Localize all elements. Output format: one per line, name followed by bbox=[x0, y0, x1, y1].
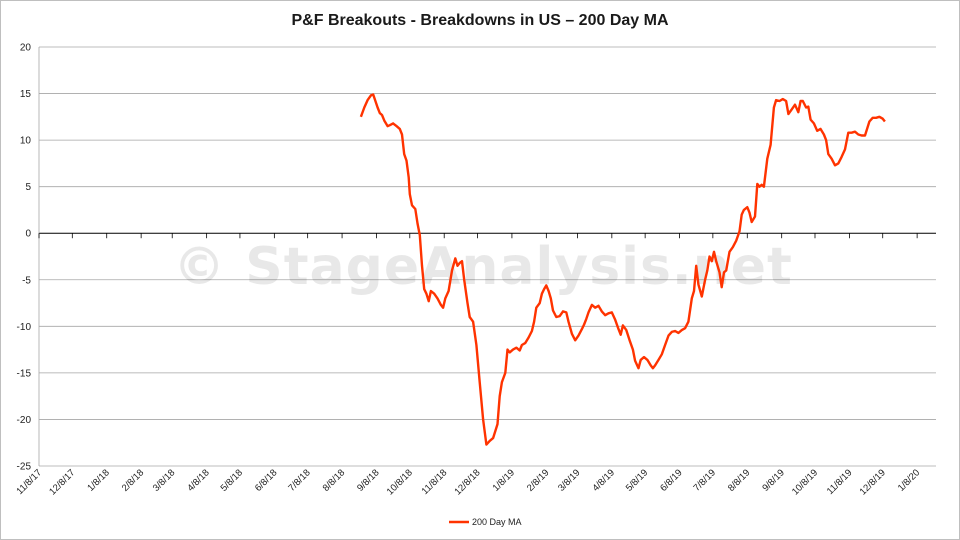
x-tick-label: 7/8/18 bbox=[286, 467, 312, 493]
y-tick-label: -15 bbox=[17, 368, 32, 379]
x-tick-label: 12/8/17 bbox=[47, 467, 77, 497]
legend: 200 Day MA bbox=[449, 517, 522, 527]
legend-label-200-day-ma: 200 Day MA bbox=[472, 517, 522, 527]
x-tick-label: 8/8/18 bbox=[321, 467, 347, 493]
x-tick-label: 3/8/19 bbox=[556, 467, 582, 493]
x-tick-label: 11/8/19 bbox=[825, 467, 855, 497]
x-tick-label: 5/8/19 bbox=[624, 467, 650, 493]
series-line-0 bbox=[359, 93, 886, 446]
x-tick-label: 7/8/19 bbox=[692, 467, 718, 493]
x-tick-label: 6/8/18 bbox=[253, 467, 279, 493]
x-tick-label: 9/8/18 bbox=[355, 467, 381, 493]
y-tick-label: 20 bbox=[20, 43, 32, 54]
x-tick-label: 1/8/19 bbox=[491, 467, 517, 493]
y-axis-tick-labels: 20 15 10 5 0 -5 -10 -15 -20 -25 bbox=[17, 43, 32, 473]
watermark: © StageAnalysis.net bbox=[173, 237, 793, 297]
x-tick-label: 4/8/18 bbox=[185, 467, 211, 493]
x-tick-label: 3/8/18 bbox=[151, 467, 177, 493]
x-tick-label: 10/8/18 bbox=[385, 467, 415, 497]
x-tick-label: 2/8/19 bbox=[525, 467, 551, 493]
x-tick-label: 5/8/18 bbox=[219, 467, 245, 493]
x-tick-label: 12/8/18 bbox=[452, 467, 482, 497]
x-tick-label: 11/8/18 bbox=[420, 467, 450, 497]
series-lines bbox=[359, 93, 886, 446]
y-tick-label: 10 bbox=[20, 136, 32, 147]
x-tick-label: 12/8/19 bbox=[858, 467, 888, 497]
y-tick-label: 15 bbox=[20, 89, 32, 100]
x-tick-label: 8/8/19 bbox=[726, 467, 752, 493]
gridlines bbox=[39, 46, 936, 467]
y-tick-label: 5 bbox=[25, 182, 31, 193]
x-tick-label: 6/8/19 bbox=[658, 467, 684, 493]
y-tick-label: -25 bbox=[17, 462, 32, 473]
x-tick-label: 10/8/19 bbox=[790, 467, 820, 497]
y-tick-label: -10 bbox=[17, 322, 32, 333]
chart-title: P&F Breakouts - Breakdowns in US – 200 D… bbox=[292, 12, 669, 29]
x-tick-label: 4/8/19 bbox=[590, 467, 616, 493]
x-tick-label: 9/8/19 bbox=[760, 467, 786, 493]
x-tick-label: 2/8/18 bbox=[120, 467, 146, 493]
y-tick-label: -5 bbox=[22, 275, 31, 286]
y-tick-label: 0 bbox=[25, 229, 31, 240]
x-tick-label: 1/8/20 bbox=[896, 467, 922, 493]
x-tick-label: 1/8/18 bbox=[85, 467, 111, 493]
y-tick-label: -20 bbox=[17, 415, 32, 426]
